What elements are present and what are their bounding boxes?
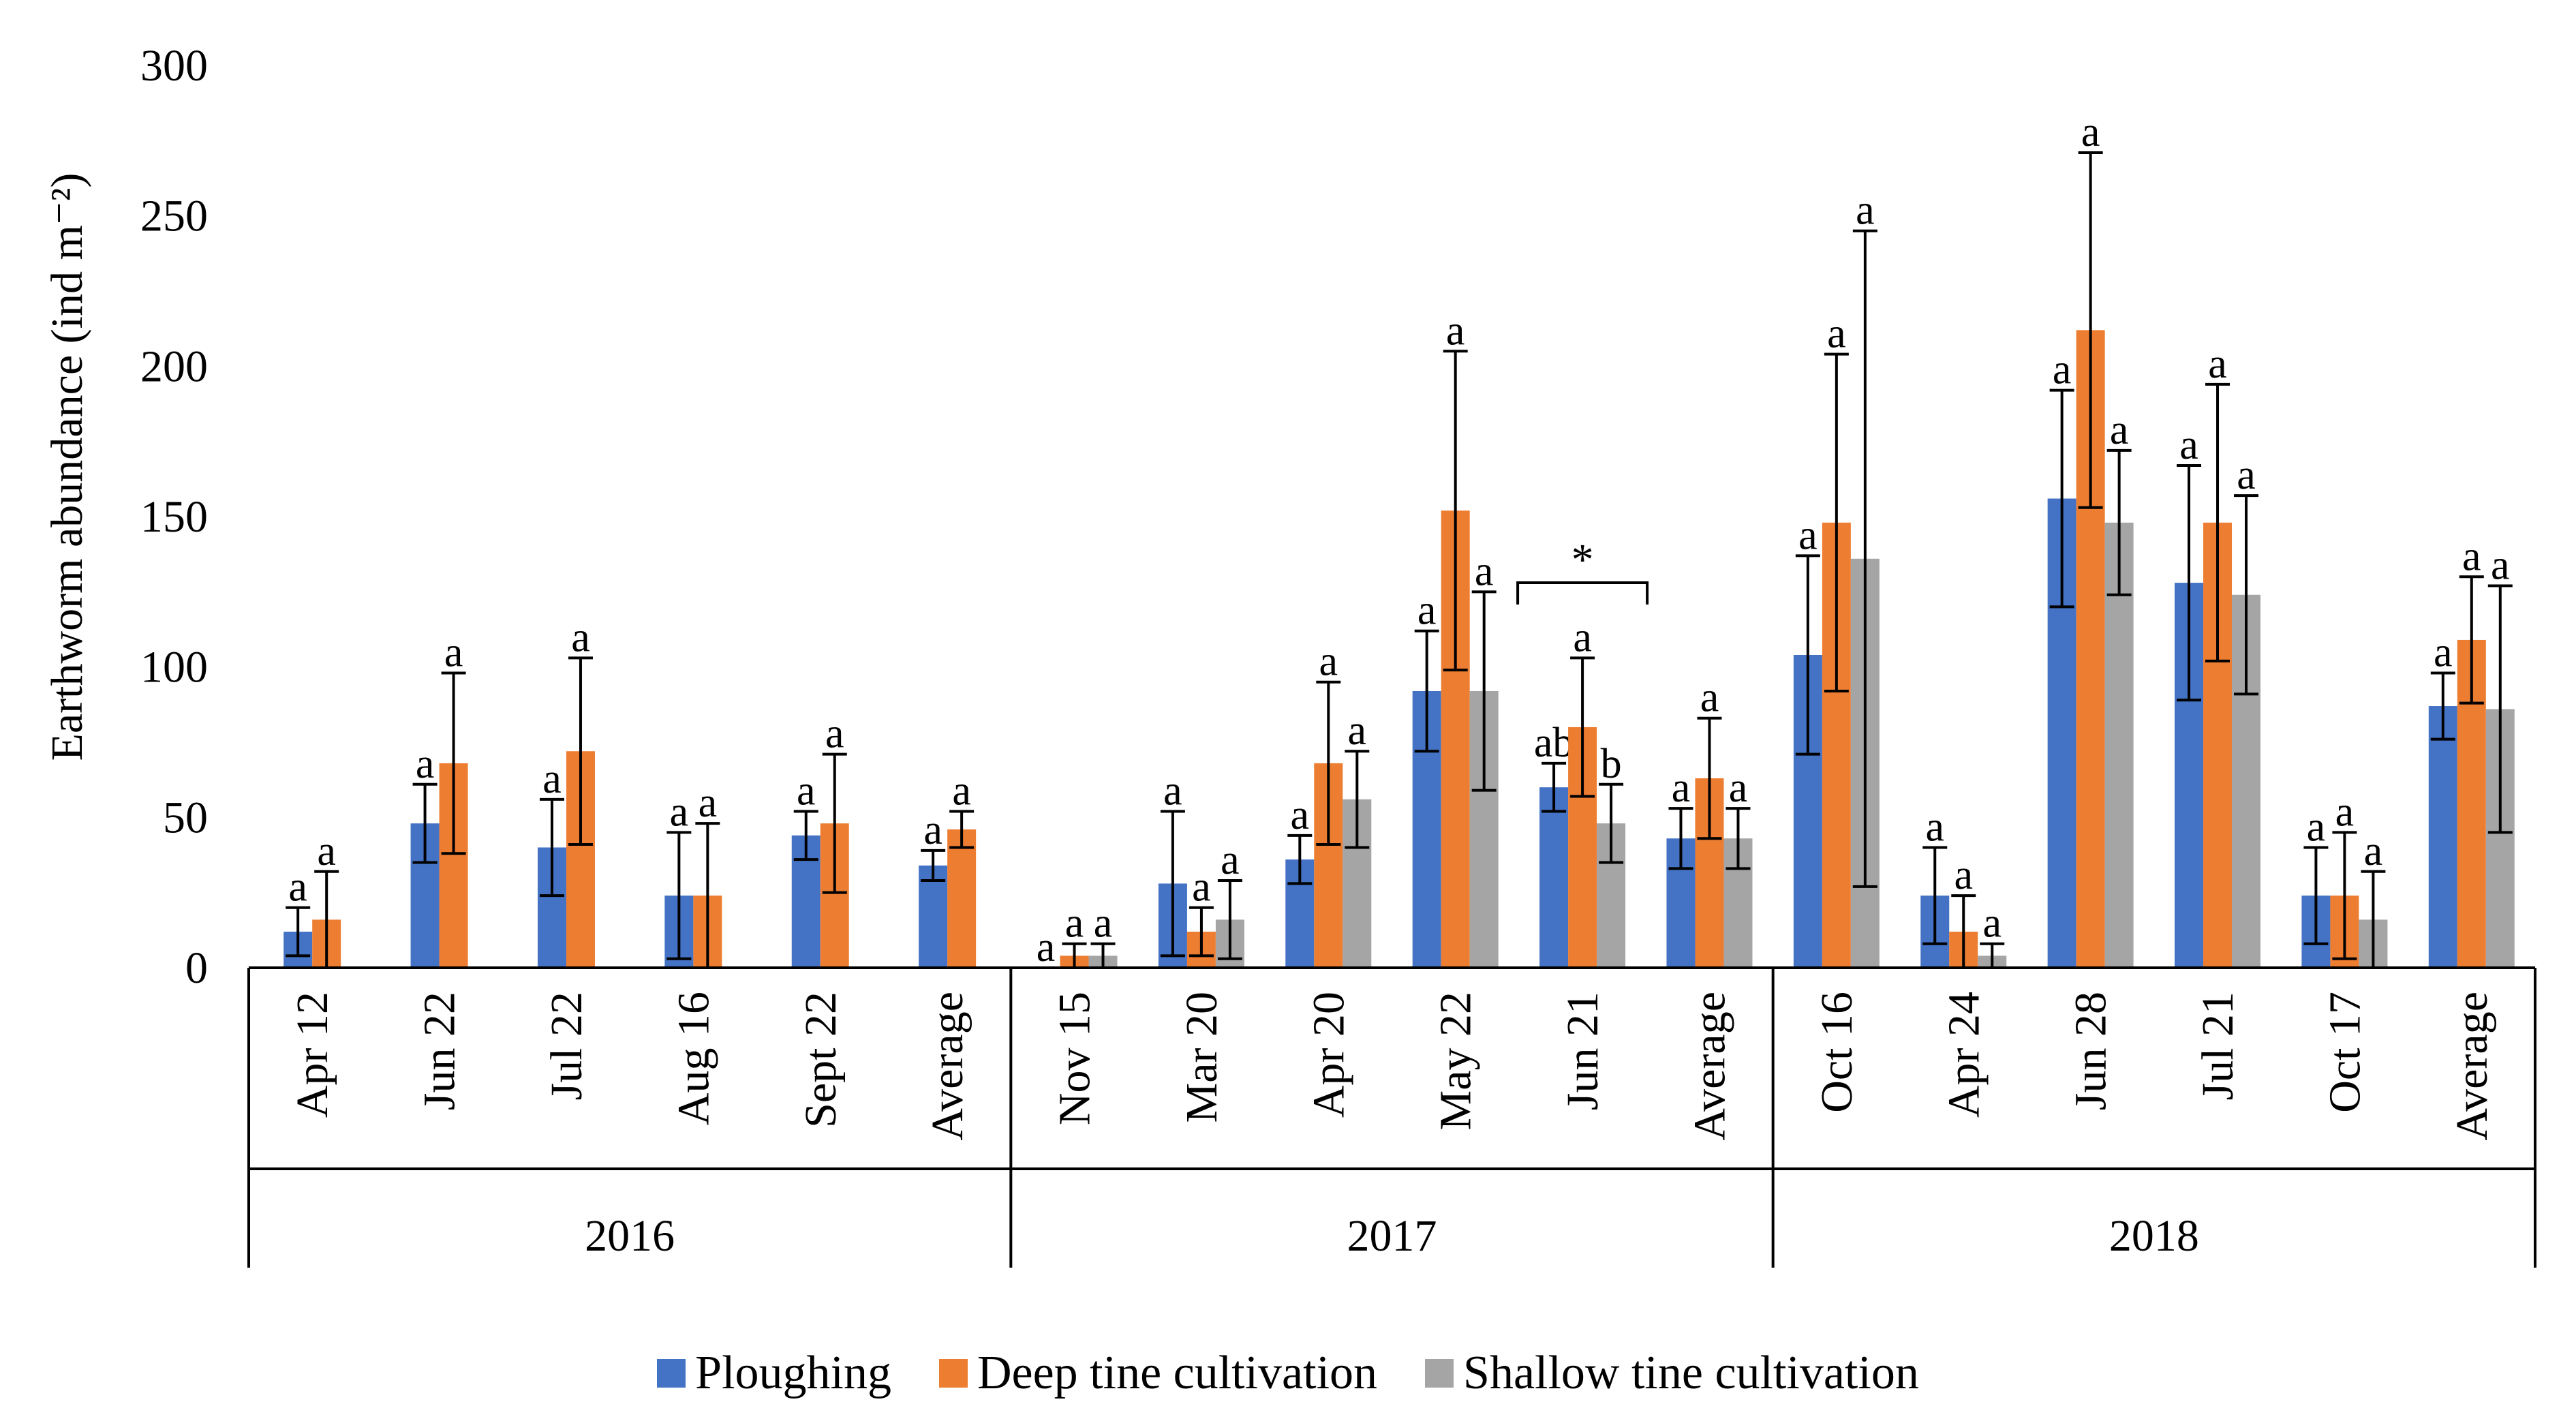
significance-letter: a	[1925, 804, 1944, 850]
significance-letter: a	[1729, 765, 1748, 811]
x-tick-label: Aug 16	[669, 992, 718, 1125]
x-tick-label: Jun 28	[2066, 992, 2116, 1110]
significance-letter: a	[1348, 707, 1367, 754]
bar-deep-tine-cultivation	[947, 829, 977, 968]
significance-letter: a	[923, 807, 942, 853]
x-tick-label: Average	[1685, 992, 1734, 1141]
significance-bracket	[1516, 581, 1649, 605]
legend-swatch-ploughing	[657, 1359, 686, 1388]
significance-letter: a	[2491, 543, 2510, 589]
significance-letter: a	[1672, 765, 1691, 811]
y-tick-label: 50	[163, 793, 208, 842]
significance-letter: a	[1982, 900, 2002, 947]
legend-swatch-deep-tine	[938, 1359, 968, 1388]
y-axis-label: Earthworm abundance (ind m⁻²)	[42, 173, 92, 761]
x-tick-label: May 22	[1431, 992, 1481, 1130]
x-tick-label: Sept 22	[796, 992, 846, 1128]
y-tick-label: 100	[140, 643, 208, 692]
significance-letter: a	[2434, 629, 2453, 675]
significance-letter: a	[542, 756, 562, 802]
significance-letter: a	[1573, 614, 1592, 660]
x-tick-label: Nov 15	[1050, 992, 1100, 1125]
significance-letter: a	[1827, 311, 1846, 357]
significance-letter: a	[571, 614, 590, 660]
legend-item-shallow-tine: Shallow tine cultivation	[1425, 1346, 1919, 1401]
year-label: 2016	[585, 1211, 675, 1261]
legend-item-ploughing: Ploughing	[657, 1346, 891, 1401]
y-tick-label: 200	[140, 341, 208, 391]
significance-letter: a	[317, 828, 336, 874]
significance-letter: a	[797, 768, 816, 814]
year-label: 2017	[1347, 1211, 1437, 1261]
x-tick-label: Jul 22	[542, 992, 592, 1101]
significance-letter: a	[444, 629, 463, 675]
x-tick-label: Mar 20	[1177, 992, 1227, 1122]
significance-letter: a	[2462, 533, 2481, 579]
significance-letter: a	[1192, 864, 1211, 911]
significance-letter: a	[288, 864, 307, 911]
significance-letter: a	[2081, 109, 2100, 155]
bar-ploughing	[2428, 706, 2457, 968]
significance-letter: ab	[1534, 720, 1574, 766]
legend-swatch-shallow-tine	[1425, 1359, 1454, 1388]
x-tick-label: Apr 12	[288, 992, 337, 1118]
year-label: 2018	[2109, 1211, 2199, 1261]
legend-item-deep-tine: Deep tine cultivation	[938, 1346, 1378, 1401]
bar-ploughing	[1539, 787, 1569, 968]
significance-letter: a	[2053, 347, 2072, 393]
significance-letter: a	[1037, 924, 1056, 971]
legend: Ploughing Deep tine cultivation Shallow …	[0, 1336, 2576, 1411]
significance-star: *	[1571, 535, 1594, 585]
significance-letter: a	[416, 741, 435, 787]
significance-letter: a	[699, 780, 718, 826]
significance-letter: a	[1221, 837, 1240, 883]
bar-ploughing	[919, 865, 948, 968]
significance-letter: a	[1163, 768, 1182, 814]
significance-letter: a	[2307, 804, 2326, 850]
x-tick-label: Oct 17	[2320, 992, 2370, 1113]
significance-letter: a	[1291, 792, 1310, 838]
significance-letter: a	[1417, 587, 1437, 634]
significance-letter: a	[1446, 307, 1465, 354]
legend-label-deep-tine: Deep tine cultivation	[977, 1347, 1378, 1399]
x-tick-label: Oct 16	[1812, 992, 1862, 1113]
significance-letter: a	[1798, 512, 1818, 558]
significance-letter: a	[2335, 789, 2355, 835]
x-tick-label: Jun 21	[1558, 992, 1608, 1110]
y-tick-label: 250	[140, 192, 208, 241]
x-tick-label: Average	[923, 992, 972, 1141]
significance-letter: a	[2179, 422, 2198, 468]
y-tick-label: 300	[140, 41, 208, 91]
significance-letter: b	[1601, 741, 1622, 787]
significance-letter: a	[1700, 675, 1719, 721]
significance-letter: a	[2110, 407, 2129, 453]
legend-label-ploughing: Ploughing	[695, 1347, 891, 1399]
significance-letter: a	[1094, 900, 1113, 947]
legend-label-shallow-tine: Shallow tine cultivation	[1463, 1347, 1919, 1399]
y-tick-label: 150	[140, 492, 208, 542]
x-tick-label: Jun 22	[415, 992, 465, 1110]
significance-letter: a	[825, 711, 844, 757]
significance-letter: a	[2237, 452, 2256, 498]
y-tick-label: 0	[185, 943, 208, 993]
significance-letter: a	[1065, 900, 1084, 947]
bar-shallow-tine-cultivation	[2104, 522, 2134, 968]
significance-letter: a	[2364, 828, 2383, 874]
x-tick-label: Average	[2447, 992, 2497, 1141]
significance-letter: a	[2208, 341, 2227, 387]
significance-letter: a	[1319, 639, 1338, 685]
significance-letter: a	[952, 768, 971, 814]
x-tick-label: Apr 24	[1939, 992, 1989, 1118]
significance-letter: a	[670, 789, 689, 835]
significance-letter: a	[1475, 548, 1494, 594]
significance-letter: a	[1856, 187, 1875, 234]
significance-letter: a	[1954, 852, 1973, 898]
x-tick-label: Apr 20	[1304, 992, 1353, 1118]
x-tick-label: Jul 21	[2193, 992, 2243, 1101]
